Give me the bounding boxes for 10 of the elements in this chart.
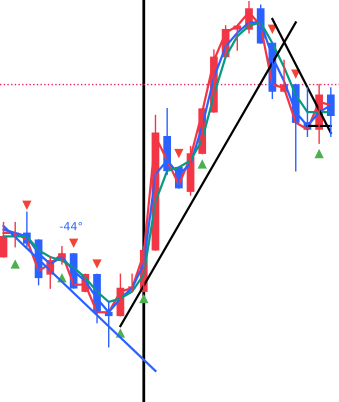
point bbox=[92, 259, 102, 269]
annotation: -44° bbox=[60, 222, 82, 230]
point bbox=[10, 259, 20, 269]
point bbox=[314, 148, 324, 158]
point bbox=[268, 24, 278, 34]
point bbox=[22, 200, 32, 210]
point bbox=[139, 294, 148, 304]
point bbox=[174, 148, 184, 158]
point bbox=[68, 238, 78, 248]
point bbox=[198, 159, 207, 169]
